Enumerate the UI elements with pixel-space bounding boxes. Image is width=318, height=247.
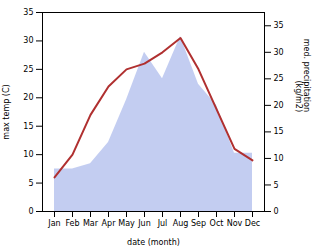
svg-text:Jul: Jul xyxy=(157,219,168,228)
svg-text:15: 15 xyxy=(23,122,33,131)
svg-text:30: 30 xyxy=(23,36,33,45)
svg-text:Nov: Nov xyxy=(227,219,243,228)
svg-text:0: 0 xyxy=(274,207,279,216)
svg-text:max temp (C): max temp (C) xyxy=(2,84,11,139)
svg-text:med. precipitation(kg/m2): med. precipitation(kg/m2) xyxy=(294,39,311,112)
svg-text:20: 20 xyxy=(274,101,284,110)
svg-text:15: 15 xyxy=(274,127,284,136)
svg-text:Dec: Dec xyxy=(245,219,260,228)
svg-text:Jun: Jun xyxy=(137,219,151,228)
svg-text:25: 25 xyxy=(274,74,284,83)
svg-text:Feb: Feb xyxy=(65,219,79,228)
svg-text:May: May xyxy=(118,219,135,228)
svg-text:35: 35 xyxy=(23,8,33,17)
svg-text:5: 5 xyxy=(28,179,33,188)
svg-text:Aug: Aug xyxy=(173,219,189,228)
svg-text:Oct: Oct xyxy=(210,219,224,228)
svg-text:date (month): date (month) xyxy=(127,238,180,247)
svg-text:Apr: Apr xyxy=(102,219,117,228)
svg-text:10: 10 xyxy=(274,154,284,163)
svg-text:Mar: Mar xyxy=(83,219,99,228)
svg-text:20: 20 xyxy=(23,93,33,102)
svg-text:0: 0 xyxy=(28,207,33,216)
svg-text:25: 25 xyxy=(23,65,33,74)
svg-text:10: 10 xyxy=(23,150,33,159)
svg-text:35: 35 xyxy=(274,21,284,30)
svg-text:30: 30 xyxy=(274,48,284,57)
svg-text:Jan: Jan xyxy=(47,219,60,228)
svg-text:Sep: Sep xyxy=(191,219,206,228)
svg-text:5: 5 xyxy=(274,181,279,190)
